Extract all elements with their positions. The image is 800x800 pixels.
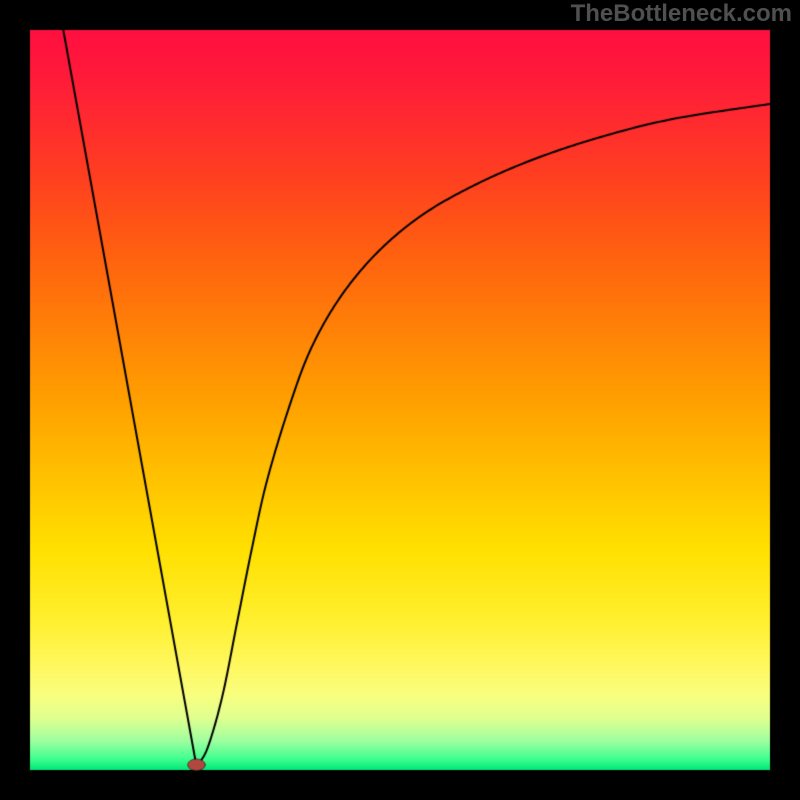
bottleneck-chart-canvas bbox=[0, 0, 800, 800]
chart-container: TheBottleneck.com bbox=[0, 0, 800, 800]
attribution-watermark: TheBottleneck.com bbox=[571, 0, 792, 28]
